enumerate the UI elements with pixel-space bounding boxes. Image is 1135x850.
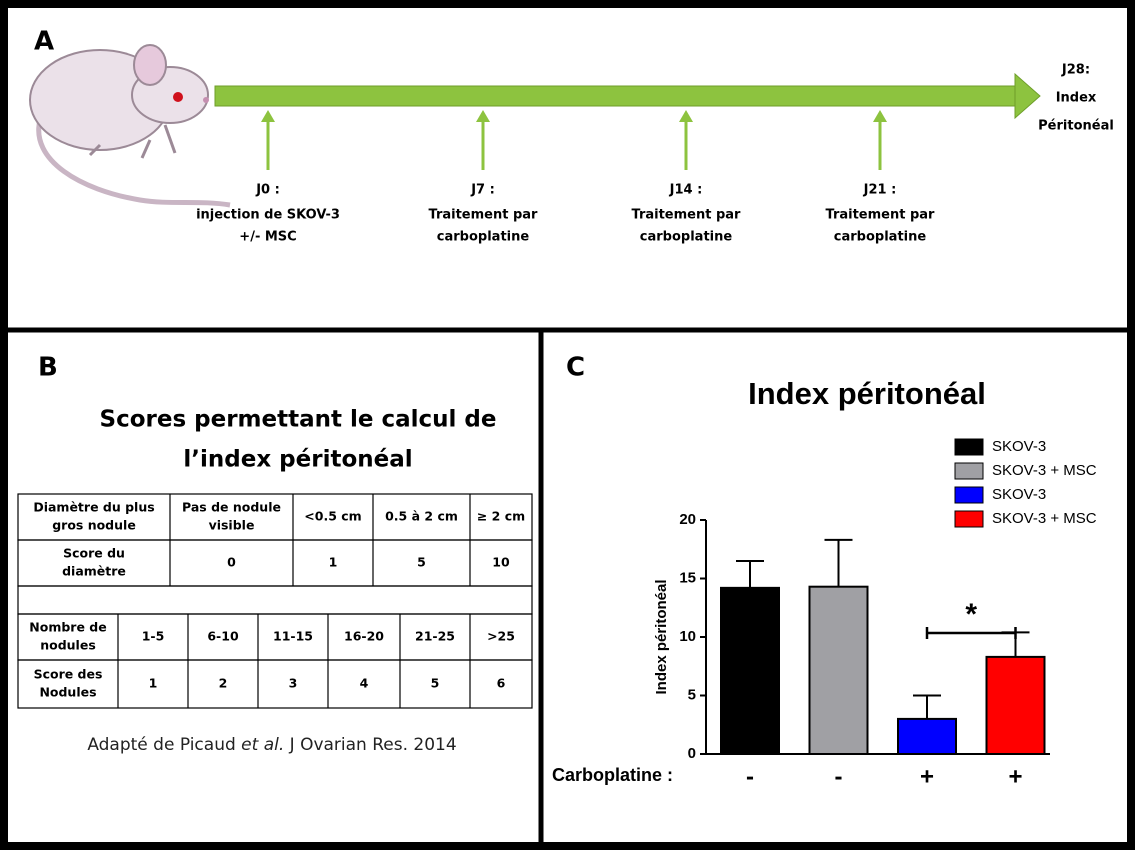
table-cell: gros nodule bbox=[52, 518, 136, 533]
y-tick-label: 20 bbox=[679, 511, 696, 528]
table-cell: 0.5 à 2 cm bbox=[385, 509, 458, 524]
x-axis-label: Carboplatine : bbox=[552, 765, 673, 785]
day-description: carboplatine bbox=[437, 230, 530, 245]
y-axis-label: Index péritonéal bbox=[653, 579, 670, 694]
timeline-arrow bbox=[215, 74, 1040, 118]
arrow-head bbox=[476, 110, 490, 122]
table-cell: 10 bbox=[492, 555, 510, 570]
table-spacer-row bbox=[18, 586, 532, 614]
legend-label: SKOV-3 bbox=[992, 438, 1046, 455]
citation: Adapté de Picaud et al. J Ovarian Res. 2… bbox=[87, 735, 456, 755]
table-cell: 1 bbox=[329, 555, 338, 570]
bar bbox=[898, 719, 956, 754]
end-label: Péritonéal bbox=[1038, 119, 1114, 134]
arrow-head bbox=[261, 110, 275, 122]
legend-swatch bbox=[955, 511, 983, 527]
table-cell: 6 bbox=[497, 676, 506, 691]
table-cell: 0 bbox=[227, 555, 236, 570]
day-description: carboplatine bbox=[834, 230, 927, 245]
table-cell: Score du bbox=[63, 546, 125, 561]
table-cell: 1-5 bbox=[142, 629, 165, 644]
table-cell: visible bbox=[209, 518, 255, 533]
table-cell: 21-25 bbox=[415, 629, 455, 644]
panel-label: A bbox=[34, 27, 54, 57]
mouse-illustration bbox=[30, 45, 230, 205]
table-cell: 3 bbox=[289, 676, 298, 691]
y-tick-label: 0 bbox=[688, 745, 696, 762]
table-cell: 4 bbox=[360, 676, 369, 691]
table-cell: Pas de nodule bbox=[182, 500, 281, 515]
arrow-head bbox=[873, 110, 887, 122]
legend-swatch bbox=[955, 439, 983, 455]
table-title: Scores permettant le calcul de bbox=[100, 407, 497, 433]
y-tick-label: 15 bbox=[679, 569, 696, 586]
table-cell: 1 bbox=[149, 676, 158, 691]
panel-label: B bbox=[38, 353, 58, 383]
table-cell: 5 bbox=[431, 676, 440, 691]
legend-label: SKOV-3 + MSC bbox=[992, 510, 1097, 527]
table-cell: <0.5 cm bbox=[304, 509, 361, 524]
day-description: Traitement par bbox=[429, 208, 539, 223]
y-tick-label: 5 bbox=[688, 686, 696, 703]
end-label: Index bbox=[1056, 91, 1097, 106]
bar bbox=[721, 588, 779, 754]
panel-label: C bbox=[566, 353, 585, 383]
legend-label: SKOV-3 bbox=[992, 486, 1046, 503]
day-description: injection de SKOV-3 bbox=[196, 208, 340, 223]
arrow-head bbox=[679, 110, 693, 122]
table-cell: 6-10 bbox=[207, 629, 239, 644]
x-tick-label: - bbox=[746, 763, 754, 790]
chart-title: Index péritonéal bbox=[748, 376, 986, 411]
citation-part: et al. bbox=[241, 735, 284, 755]
day-description: Traitement par bbox=[632, 208, 742, 223]
table-cell: Diamètre du plus bbox=[33, 500, 154, 515]
figure: A J0 : injection de SKOV-3 +/- MSC J7 : Trait… bbox=[0, 0, 1135, 850]
citation-part: Adapté de Picaud bbox=[87, 735, 241, 755]
table-title: l’index péritonéal bbox=[183, 447, 412, 473]
table-cell: 16-20 bbox=[344, 629, 384, 644]
day-label: J7 : bbox=[470, 183, 495, 198]
table-cell: Nodules bbox=[39, 685, 96, 700]
table-cell: Nombre de bbox=[29, 620, 106, 635]
end-label: J28: bbox=[1061, 63, 1090, 78]
table-cell: ≥ 2 cm bbox=[477, 509, 525, 524]
table-cell: Score des bbox=[34, 667, 103, 682]
table-cell: diamètre bbox=[62, 564, 126, 579]
bar bbox=[987, 657, 1045, 754]
day-description: carboplatine bbox=[640, 230, 733, 245]
day-label: J0 : bbox=[255, 183, 280, 198]
x-tick-label: + bbox=[920, 763, 934, 790]
day-description: +/- MSC bbox=[239, 230, 296, 245]
day-label: J14 : bbox=[669, 183, 703, 198]
legend-swatch bbox=[955, 487, 983, 503]
table-cell: 5 bbox=[417, 555, 426, 570]
day-label: J21 : bbox=[863, 183, 897, 198]
day-description: Traitement par bbox=[826, 208, 936, 223]
legend-swatch bbox=[955, 463, 983, 479]
bar bbox=[810, 587, 868, 754]
table-cell: 2 bbox=[219, 676, 228, 691]
y-tick-label: 10 bbox=[679, 628, 696, 645]
x-tick-label: - bbox=[835, 763, 843, 790]
table-cell: nodules bbox=[40, 638, 96, 653]
table-cell: >25 bbox=[487, 629, 515, 644]
table-cell: 11-15 bbox=[273, 629, 313, 644]
citation-part: J Ovarian Res. 2014 bbox=[284, 735, 456, 755]
x-tick-label: + bbox=[1008, 763, 1022, 790]
legend-label: SKOV-3 + MSC bbox=[992, 462, 1097, 479]
significance-annotation: * bbox=[965, 598, 977, 631]
